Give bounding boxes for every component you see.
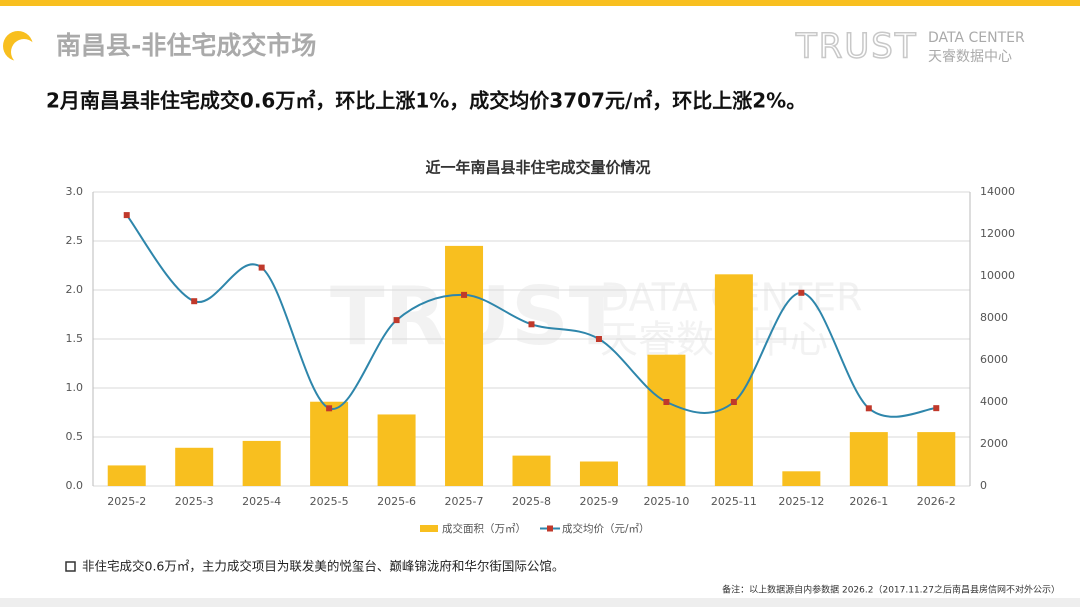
price-marker <box>461 291 468 298</box>
logo-cn: 天睿数据中心 <box>928 49 1012 65</box>
note-bullet <box>65 561 76 572</box>
price-marker <box>933 405 940 412</box>
price-marker <box>595 336 602 342</box>
x-tick-label: 2025-8 <box>512 495 551 508</box>
logo-en: DATA CENTER <box>928 30 1025 46</box>
top-stripe <box>0 0 1080 6</box>
bar <box>579 461 618 486</box>
x-tick-label: 2025-3 <box>175 495 214 508</box>
legend-swatch <box>420 525 438 532</box>
price-marker <box>865 405 872 412</box>
bar <box>445 245 484 486</box>
y-tick-label: 1.0 <box>66 381 84 394</box>
x-tick-label: 2025-7 <box>445 495 484 508</box>
y2-tick-label: 8000 <box>980 311 1008 324</box>
x-tick-label: 2025-6 <box>377 495 416 508</box>
bar <box>714 274 753 486</box>
bar <box>917 432 956 486</box>
price-marker <box>798 289 805 296</box>
x-tick-label: 2025-11 <box>711 495 757 508</box>
x-tick-label: 2025-4 <box>242 495 281 508</box>
watermark: TRUST DATA CENTER 天睿数据中心 <box>330 270 863 363</box>
y2-tick-label: 14000 <box>980 185 1015 198</box>
bar <box>310 401 349 486</box>
price-marker <box>326 405 333 412</box>
legend-label: 成交面积（万㎡） <box>442 522 526 535</box>
y2-tick-label: 4000 <box>980 395 1008 408</box>
y-tick-label: 2.5 <box>66 234 84 247</box>
x-tick-label: 2025-12 <box>778 495 824 508</box>
bar <box>647 354 686 486</box>
note: 非住宅成交0.6万㎡，主力成交项目为联发美的悦玺台、巅峰锦泷府和华尔街国际公馆。 <box>82 559 564 574</box>
price-marker <box>730 399 737 405</box>
x-tick-label: 2026-2 <box>917 495 956 508</box>
price-marker <box>258 264 265 271</box>
legend-marker <box>547 525 553 532</box>
price-marker <box>123 212 130 219</box>
bottom-stripe <box>0 598 1080 607</box>
x-tick-label: 2025-2 <box>107 495 146 508</box>
header-title: 南昌县-非住宅成交市场 <box>56 31 316 60</box>
y-tick-label: 1.5 <box>66 332 84 345</box>
y2-tick-label: 12000 <box>980 227 1015 240</box>
y2-tick-label: 6000 <box>980 353 1008 366</box>
bar <box>175 447 214 486</box>
bar <box>849 432 888 486</box>
x-tick-label: 2025-10 <box>643 495 689 508</box>
price-marker <box>528 321 535 328</box>
bar <box>242 440 281 486</box>
y2-tick-label: 2000 <box>980 437 1008 450</box>
y-tick-label: 3.0 <box>66 185 84 198</box>
y-tick-label: 0.0 <box>66 479 84 492</box>
bar <box>512 455 551 486</box>
chart-title: 近一年南昌县非住宅成交量价情况 <box>425 159 650 177</box>
logo-brand: TRUST <box>795 27 918 67</box>
price-marker <box>663 399 670 405</box>
y2-tick-label: 0 <box>980 479 987 492</box>
x-tick-label: 2026-1 <box>849 495 888 508</box>
bar <box>782 471 821 486</box>
y2-tick-label: 10000 <box>980 269 1015 282</box>
x-tick-label: 2025-5 <box>310 495 349 508</box>
x-tick-label: 2025-9 <box>579 495 618 508</box>
price-marker <box>393 317 400 324</box>
bar <box>377 414 416 486</box>
y-tick-label: 2.0 <box>66 283 84 296</box>
bar <box>107 465 146 486</box>
price-marker <box>191 298 198 305</box>
header-icon-cut <box>11 39 37 65</box>
footnote: 备注：以上数据源自内参数据 2026.2（2017.11.27之后南昌县房信网不… <box>722 584 1060 596</box>
summary: 2月南昌县非住宅成交0.6万㎡，环比上涨1%，成交均价3707元/㎡，环比上涨2… <box>46 89 806 113</box>
y-tick-label: 0.5 <box>66 430 84 443</box>
legend-label: 成交均价（元/㎡） <box>562 522 650 535</box>
